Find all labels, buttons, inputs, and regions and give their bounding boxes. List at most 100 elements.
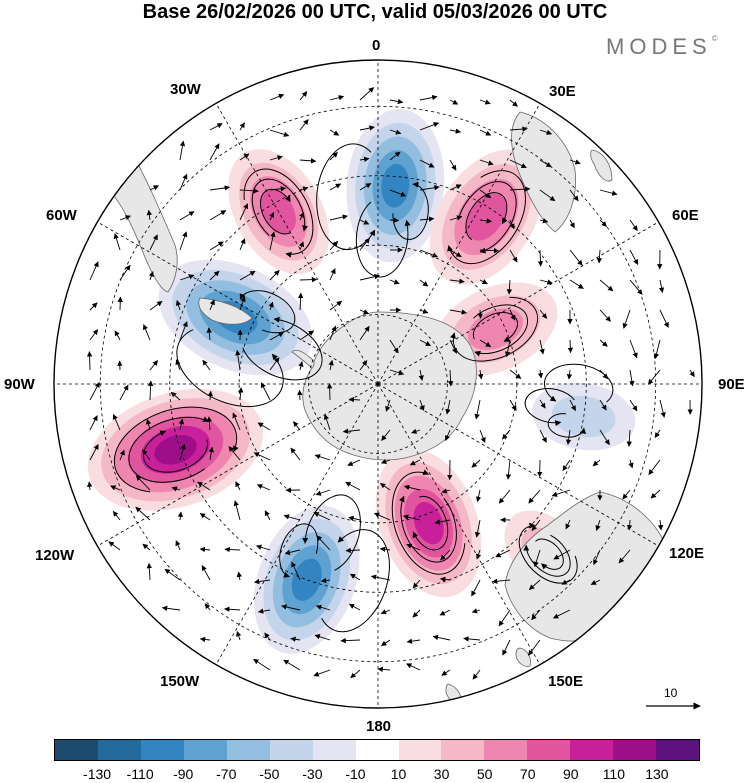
wind-vector	[552, 609, 571, 619]
wind-vector	[618, 549, 631, 564]
wind-vector	[209, 299, 215, 311]
wind-vector	[314, 454, 331, 461]
streamline	[316, 143, 376, 251]
colorbar-tick: 70	[519, 766, 536, 782]
wind-vector	[359, 219, 370, 225]
wind-vector	[449, 278, 465, 284]
wind-vector	[298, 361, 304, 371]
wind-vector	[566, 369, 573, 380]
wind-vector	[444, 429, 451, 441]
colorbar-swatch	[570, 740, 614, 760]
wind-vector	[419, 94, 438, 101]
wind-vector	[269, 270, 280, 281]
wind-vector	[689, 369, 695, 378]
wind-vector	[179, 211, 195, 221]
wind-vector	[89, 329, 99, 341]
wind-vector	[471, 459, 481, 468]
wind-vector	[449, 249, 462, 258]
wind-vector	[342, 428, 361, 434]
wind-vector	[445, 399, 451, 415]
wind-vector	[269, 231, 276, 251]
wind-vector	[269, 211, 275, 221]
streamline	[355, 201, 411, 278]
wind-vector	[349, 573, 361, 581]
colorbar-swatch	[656, 740, 700, 760]
wind-vector	[389, 151, 401, 161]
streamline	[392, 181, 429, 240]
wind-vector	[479, 429, 486, 443]
wind-vector	[149, 300, 163, 311]
wind-vector	[112, 413, 121, 431]
wind-vector	[528, 579, 541, 591]
wind-vector	[389, 217, 400, 223]
wind-vector	[629, 369, 635, 387]
wind-vector	[345, 547, 361, 554]
wind-vector	[628, 459, 634, 469]
wind-vector	[89, 415, 98, 431]
wind-vector	[389, 98, 404, 105]
wind-vector	[315, 489, 331, 496]
colorbar-tick: -90	[173, 766, 194, 782]
anom-southafrica-high	[429, 149, 544, 285]
wind-vector	[389, 339, 399, 354]
streamline	[472, 312, 518, 342]
wind-vector	[403, 484, 421, 491]
wind-vector	[359, 125, 375, 131]
wind-vector	[204, 603, 211, 611]
wind-vector	[323, 413, 331, 431]
wind-vector	[475, 489, 482, 503]
wind-vector	[149, 234, 158, 251]
wind-vector	[533, 549, 541, 568]
wind-vector	[170, 391, 181, 401]
wind-vector	[298, 241, 304, 251]
wind-vector	[599, 429, 610, 446]
wind-vector	[479, 159, 494, 166]
wind-vector	[389, 369, 405, 376]
wind-vector	[539, 429, 547, 443]
wind-vector	[146, 562, 152, 581]
wind-vector	[379, 546, 391, 552]
colorbar-swatch	[398, 740, 442, 760]
wind-vector	[439, 609, 451, 616]
wind-vector	[348, 396, 361, 403]
lon-label-180: 180	[366, 718, 392, 735]
graticule	[54, 60, 702, 708]
streamline	[412, 496, 449, 551]
wind-vector	[539, 309, 548, 319]
wind-vector	[233, 500, 241, 521]
wind-vector	[329, 129, 340, 136]
modes-brand-logo: MODES©	[606, 34, 718, 60]
latitude-circle	[169, 175, 587, 593]
colorbar-swatch	[484, 740, 528, 760]
wind-vector	[479, 129, 492, 136]
wind-vector	[474, 519, 481, 538]
wind-vector	[389, 129, 402, 135]
wind-vector	[297, 292, 304, 311]
wind-vector	[86, 481, 93, 491]
wind-vector	[329, 183, 342, 191]
wind-vector	[209, 241, 224, 251]
wind-vector	[119, 264, 131, 281]
wind-vector	[359, 156, 370, 162]
wind-vector	[299, 91, 308, 101]
streamline	[251, 178, 309, 236]
wind-vector	[599, 369, 609, 380]
wind-vector	[509, 369, 522, 379]
wind-vector	[629, 219, 638, 232]
wind-vector	[253, 578, 271, 585]
wind-vector	[539, 159, 552, 168]
wind-vector	[142, 324, 151, 341]
wind-vector	[340, 637, 361, 644]
wind-vector	[509, 309, 516, 321]
vector-scale-label: 10	[664, 686, 678, 700]
wind-vectors	[86, 87, 695, 680]
wind-vector	[659, 309, 669, 328]
wind-vector	[495, 549, 511, 558]
wind-vector	[569, 399, 576, 412]
lon-label-150w: 150W	[160, 673, 200, 690]
wind-vector	[479, 339, 492, 348]
wind-vector	[509, 159, 527, 169]
wind-vector	[209, 143, 220, 161]
streamline	[473, 304, 529, 357]
wind-vector	[418, 369, 424, 381]
